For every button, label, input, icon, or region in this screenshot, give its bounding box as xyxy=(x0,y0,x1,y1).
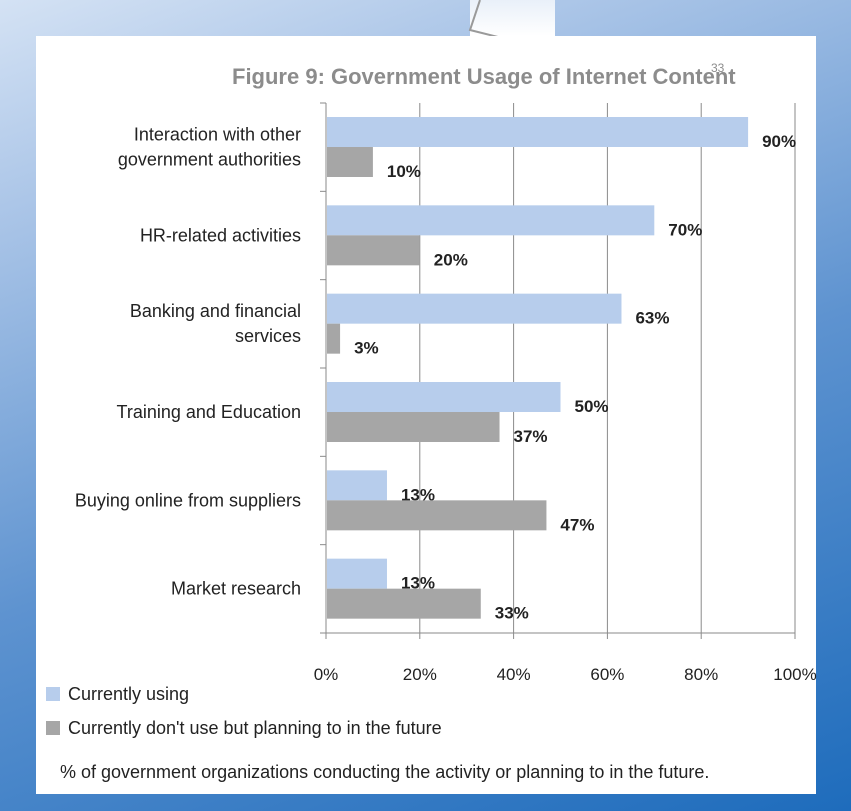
bar-planning xyxy=(327,588,481,619)
data-label: 13% xyxy=(401,574,435,593)
category-label: HR-related activities xyxy=(140,225,301,245)
bar-currently-using xyxy=(327,205,655,236)
bar-planning xyxy=(327,500,547,531)
data-label: 63% xyxy=(635,309,669,328)
category-label: Market research xyxy=(171,579,301,599)
bar-planning xyxy=(327,147,373,177)
category-label: Training and Education xyxy=(117,402,301,422)
header-tab xyxy=(470,0,555,36)
data-label: 20% xyxy=(434,250,468,269)
category-label: government authorities xyxy=(118,150,301,170)
category-label: Banking and financial xyxy=(130,301,301,321)
data-label: 13% xyxy=(401,485,435,504)
category-label: Interaction with other xyxy=(134,125,301,145)
x-tick-label: 0% xyxy=(314,665,339,684)
data-label: 37% xyxy=(514,427,548,446)
x-tick-label: 40% xyxy=(497,665,531,684)
legend-label: Currently using xyxy=(68,683,190,704)
footnote: % of government organizations conducting… xyxy=(60,762,710,782)
x-tick-label: 80% xyxy=(684,665,718,684)
legend: Currently using Currently don't use but … xyxy=(46,680,442,748)
data-label: 90% xyxy=(762,132,796,151)
legend-swatch xyxy=(46,687,60,701)
bar-currently-using xyxy=(327,558,387,589)
legend-item-currently-using: Currently using xyxy=(46,680,442,708)
data-label: 70% xyxy=(668,220,702,239)
bar-currently-using xyxy=(327,382,561,412)
data-label: 50% xyxy=(575,397,609,416)
legend-item-planning: Currently don't use but planning to in t… xyxy=(46,714,442,742)
bar-currently-using xyxy=(327,117,749,147)
x-tick-label: 60% xyxy=(590,665,624,684)
data-label: 33% xyxy=(495,604,529,623)
data-label: 47% xyxy=(560,515,594,534)
legend-swatch xyxy=(46,721,60,735)
legend-label: Currently don't use but planning to in t… xyxy=(68,717,442,738)
bar-planning xyxy=(327,323,341,354)
x-tick-label: 20% xyxy=(403,665,437,684)
x-tick-label: 100% xyxy=(773,665,816,684)
data-label: 3% xyxy=(354,339,379,358)
chart-title-superscript: 33 xyxy=(711,61,725,75)
chart-title: Figure 9: Government Usage of Internet C… xyxy=(232,64,736,89)
category-label: services xyxy=(235,326,301,346)
bar-planning xyxy=(327,412,500,442)
bar-planning xyxy=(327,235,420,266)
data-label: 10% xyxy=(387,162,421,181)
bar-currently-using xyxy=(327,293,622,324)
bar-currently-using xyxy=(327,470,387,501)
category-label: Buying online from suppliers xyxy=(75,490,301,510)
